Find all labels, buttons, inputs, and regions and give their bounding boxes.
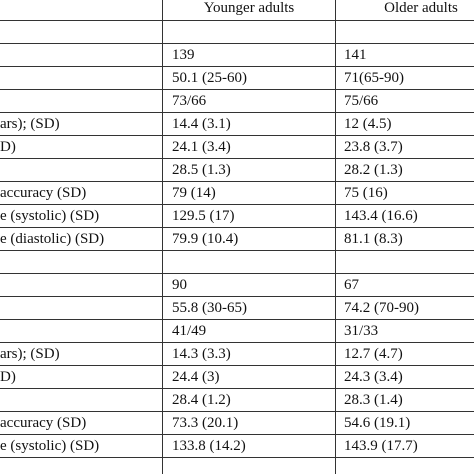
table-cell: 143.9 (17.7): [335, 434, 474, 458]
table-cell: [335, 20, 474, 44]
table-cell: e (systolic) (SD): [0, 204, 163, 228]
table-cell: [0, 319, 163, 343]
table-cell: accuracy (SD): [0, 181, 163, 205]
table-cell: ars); (SD): [0, 112, 163, 136]
table-cell: 28.4 (1.2): [162, 388, 336, 412]
table-cell: 79 (14): [162, 181, 336, 205]
table-cell: e (systolic) (SD): [0, 434, 163, 458]
table-cell: 28.5 (1.3): [162, 158, 336, 182]
table-cell: [0, 388, 163, 412]
table-row: D) 24.4 (3) 24.3 (3.4): [0, 365, 474, 389]
table-row: [0, 250, 474, 274]
table-cell: [162, 457, 336, 474]
table-cell: [335, 457, 474, 474]
table-row: e (systolic) (SD) 129.5 (17) 143.4 (16.6): [0, 204, 474, 228]
table-cell: 28.3 (1.4): [335, 388, 474, 412]
table-cell: 143.4 (16.6): [335, 204, 474, 228]
table-row: 90 67: [0, 273, 474, 297]
table-cell: 41/49: [162, 319, 336, 343]
header-row: Younger adults Older adults: [0, 0, 474, 21]
table-cell: 75 (16): [335, 181, 474, 205]
table-cell: [0, 250, 163, 274]
table-cell: D): [0, 135, 163, 159]
table-cell: 54.6 (19.1): [335, 411, 474, 435]
table-row: 139 141: [0, 43, 474, 67]
table-cell: 50.1 (25-60): [162, 66, 336, 90]
table-cell: 75/66: [335, 89, 474, 113]
table-cell: 141: [335, 43, 474, 67]
table-cell: [0, 273, 163, 297]
table-cell: [0, 296, 163, 320]
table-cell: 90: [162, 273, 336, 297]
table-row: e (diastolic) (SD) 79.9 (10.4) 81.1 (8.3): [0, 227, 474, 251]
table-cell: Older adults: [335, 0, 474, 21]
table-cell: 28.2 (1.3): [335, 158, 474, 182]
table-row: [0, 457, 474, 474]
table-cell: 12.7 (4.7): [335, 342, 474, 366]
table-row: 41/49 31/33: [0, 319, 474, 343]
table-cell: [0, 457, 163, 474]
table-cell: [0, 158, 163, 182]
table-row: [0, 20, 474, 44]
table-row: accuracy (SD) 73.3 (20.1) 54.6 (19.1): [0, 411, 474, 435]
table-row: accuracy (SD) 79 (14) 75 (16): [0, 181, 474, 205]
table-cell: 14.4 (3.1): [162, 112, 336, 136]
table-cell: 14.3 (3.3): [162, 342, 336, 366]
table-cell: [0, 43, 163, 67]
table-cell: Younger adults: [162, 0, 336, 21]
table-row: 28.4 (1.2) 28.3 (1.4): [0, 388, 474, 412]
table-cell: 12 (4.5): [335, 112, 474, 136]
table-row: ars); (SD) 14.3 (3.3) 12.7 (4.7): [0, 342, 474, 366]
table-row: e (systolic) (SD) 133.8 (14.2) 143.9 (17.7…: [0, 434, 474, 458]
table-cell: [335, 250, 474, 274]
table-cell: 67: [335, 273, 474, 297]
table-cell: 73.3 (20.1): [162, 411, 336, 435]
table-row: 50.1 (25-60) 71(65-90): [0, 66, 474, 90]
table-cell: 139: [162, 43, 336, 67]
table-cell: accuracy (SD): [0, 411, 163, 435]
table-cell: 23.8 (3.7): [335, 135, 474, 159]
table-cell: 24.4 (3): [162, 365, 336, 389]
table-cell: ars); (SD): [0, 342, 163, 366]
table-cell: 133.8 (14.2): [162, 434, 336, 458]
table-cell: [0, 89, 163, 113]
table-cell: [162, 20, 336, 44]
table-cell: 81.1 (8.3): [335, 227, 474, 251]
table-row: 73/66 75/66: [0, 89, 474, 113]
table-row: D) 24.1 (3.4) 23.8 (3.7): [0, 135, 474, 159]
table-cell: 129.5 (17): [162, 204, 336, 228]
table-cell: D): [0, 365, 163, 389]
table-cell: [0, 20, 163, 44]
table-cell: 74.2 (70-90): [335, 296, 474, 320]
table-cell: [162, 250, 336, 274]
table-cell: 55.8 (30-65): [162, 296, 336, 320]
table-cell: [0, 0, 163, 21]
table-cell: 79.9 (10.4): [162, 227, 336, 251]
table-cell: 24.1 (3.4): [162, 135, 336, 159]
table-cell: e (diastolic) (SD): [0, 227, 163, 251]
table-row: ars); (SD) 14.4 (3.1) 12 (4.5): [0, 112, 474, 136]
table-cell: 31/33: [335, 319, 474, 343]
table-row: 55.8 (30-65) 74.2 (70-90): [0, 296, 474, 320]
table-cell: [0, 66, 163, 90]
table-row: 28.5 (1.3) 28.2 (1.3): [0, 158, 474, 182]
table-cell: 24.3 (3.4): [335, 365, 474, 389]
table-cell: 71(65-90): [335, 66, 474, 90]
table-cell: 73/66: [162, 89, 336, 113]
